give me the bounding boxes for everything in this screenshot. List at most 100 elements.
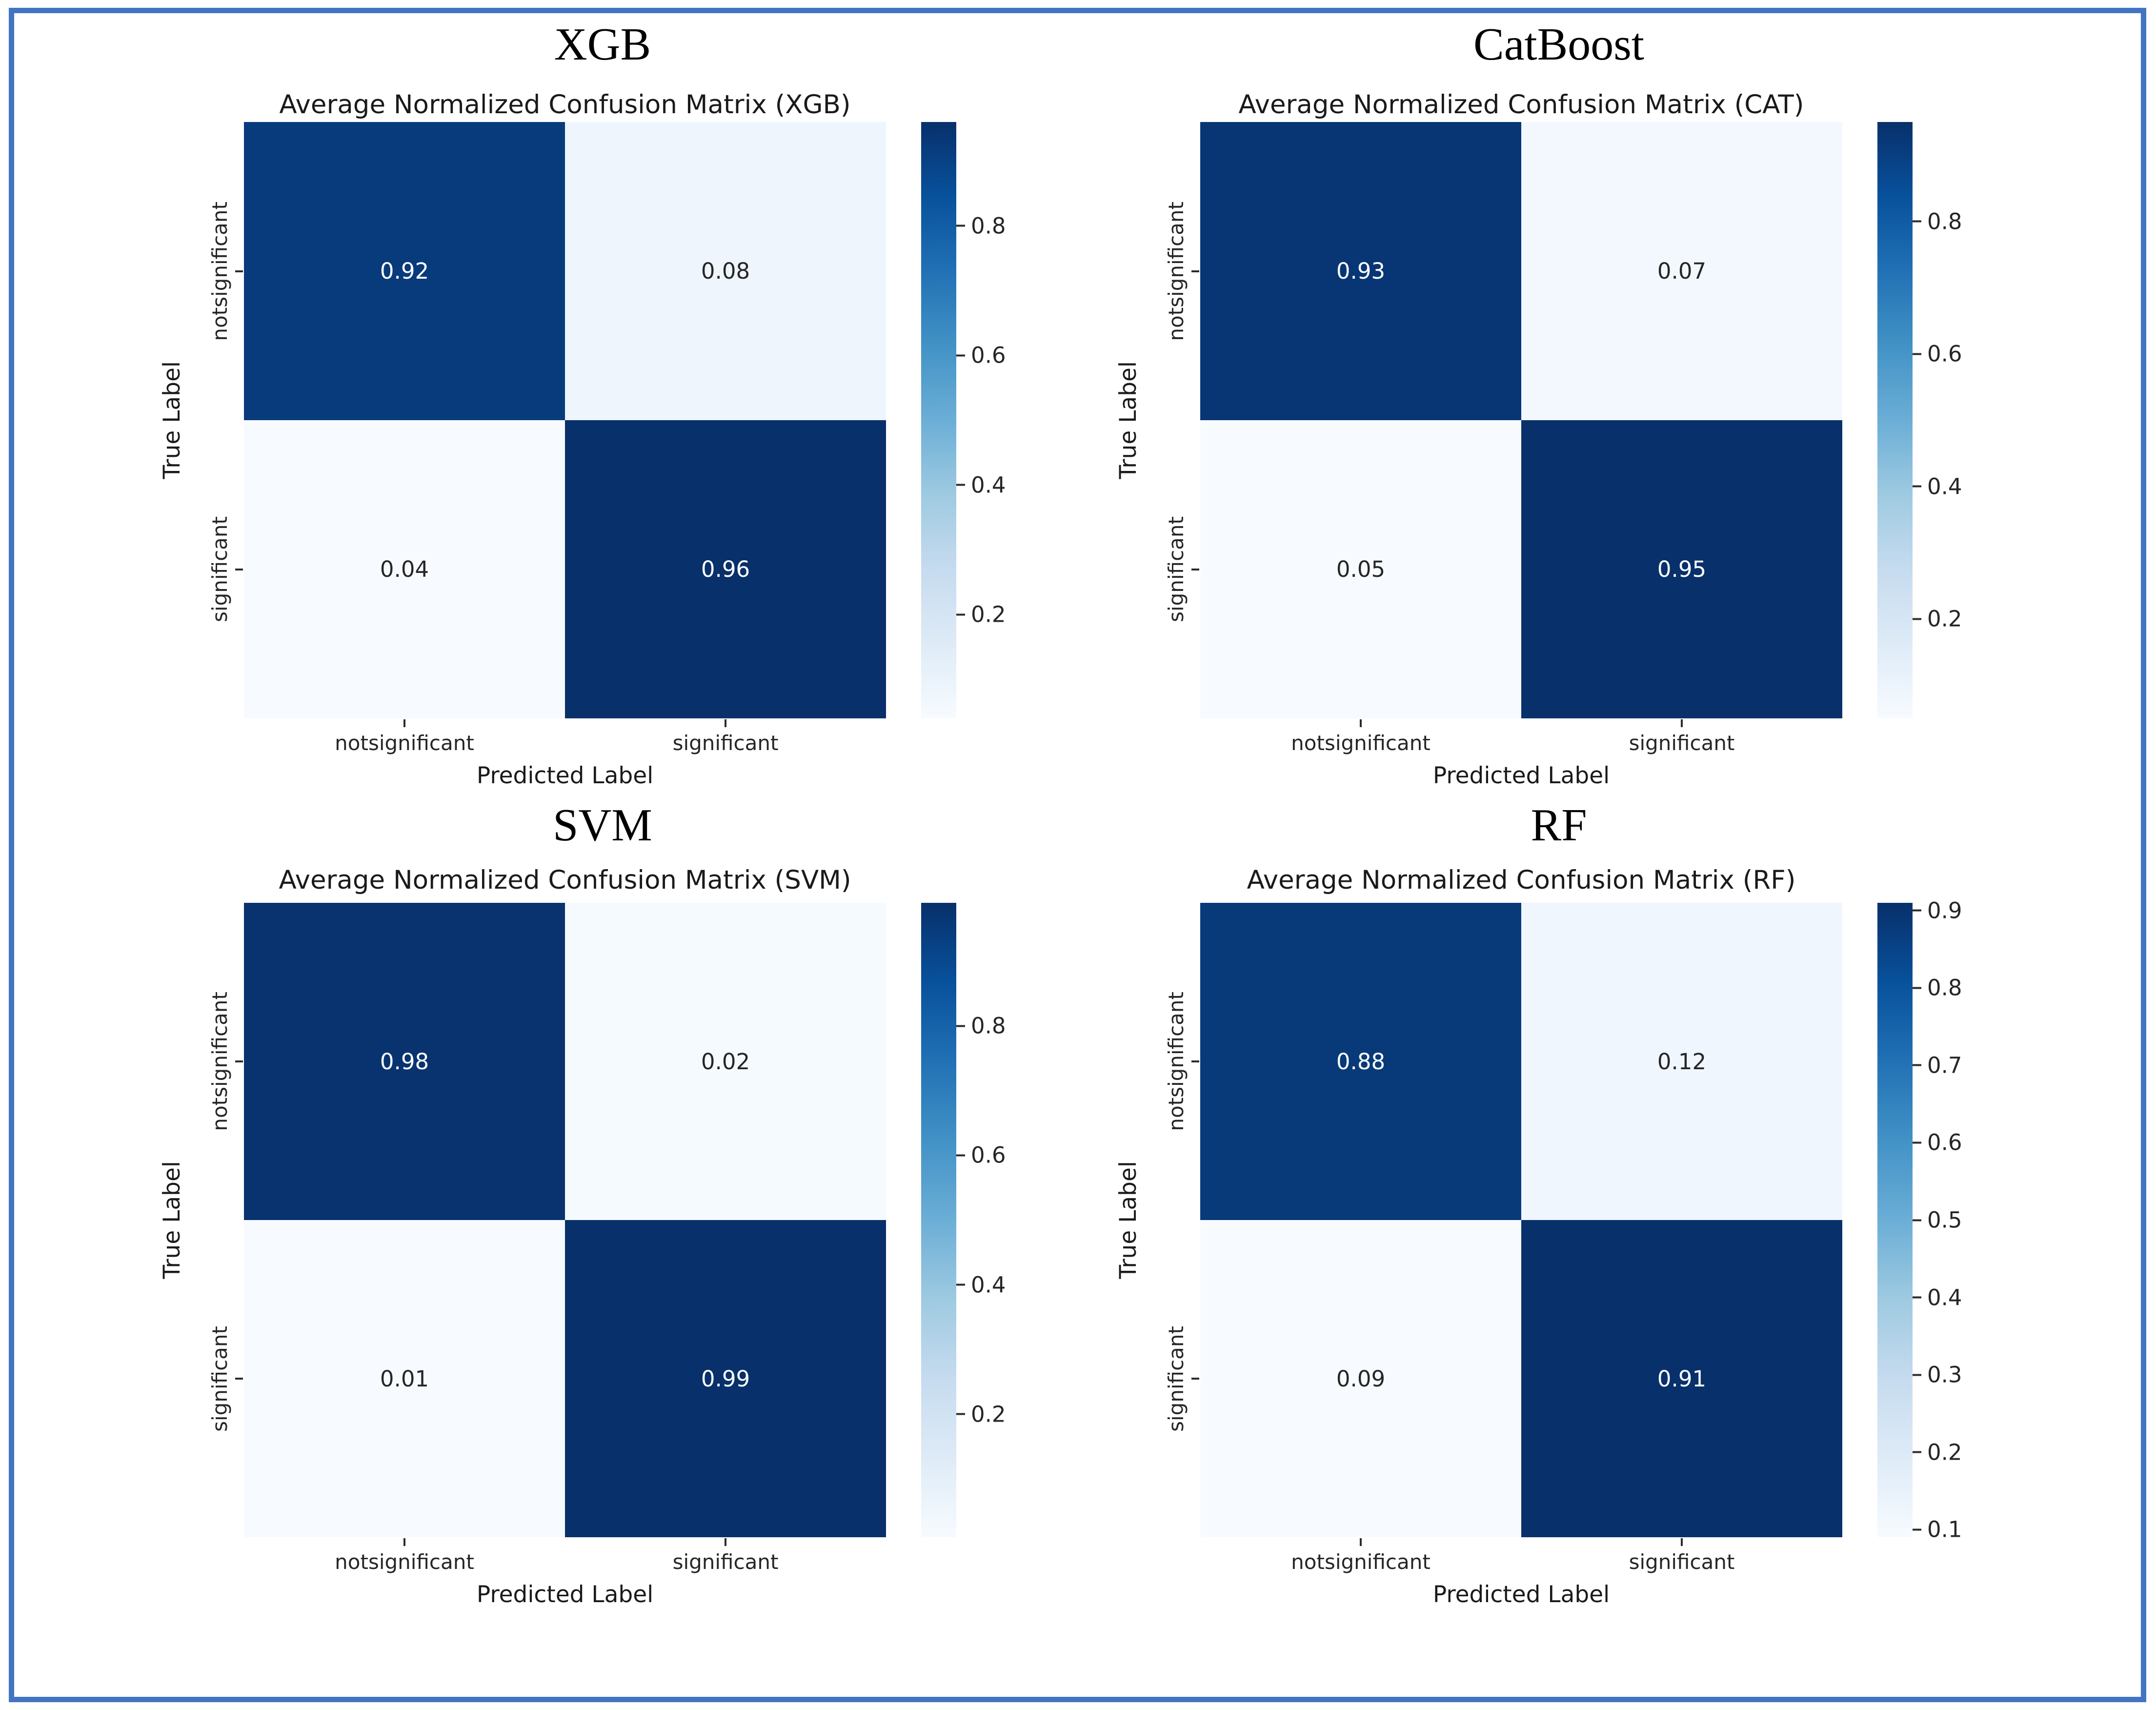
colorbar-tick-mark: [956, 1154, 965, 1157]
colorbar-tick-mark: [956, 484, 965, 486]
cell-value: 0.02: [701, 1048, 750, 1075]
cell-value: 0.92: [380, 258, 429, 284]
colorbar-tick-label: 0.8: [1927, 975, 1962, 1001]
x-axis-label: Predicted Label: [1432, 1581, 1610, 1608]
x-tick-label: significant: [672, 1550, 779, 1574]
colorbar-tick-mark: [1913, 618, 1921, 620]
x-tick-mark: [725, 719, 726, 727]
colorbar-tick-label: 0.3: [1927, 1362, 1962, 1388]
heatmap-cell: 0.93: [1200, 122, 1521, 420]
y-tick-label: notsignificant: [207, 992, 232, 1131]
plot-title: Average Normalized Confusion Matrix (RF): [1247, 865, 1796, 895]
y-tick-label: significant: [207, 1325, 232, 1432]
colorbar-tick-label: 0.8: [971, 213, 1006, 239]
colorbar-tick: 0.9: [1913, 897, 1962, 923]
colorbar-tick-mark: [1913, 1451, 1921, 1453]
heatmap-cell: 0.07: [1521, 122, 1842, 420]
colorbar-tick: 0.7: [1913, 1052, 1962, 1078]
colorbar-tick-mark: [1913, 220, 1921, 223]
x-tick-mark: [1681, 719, 1683, 727]
cell-value: 0.05: [1336, 556, 1386, 582]
y-tick-label: notsignificant: [1164, 201, 1188, 341]
y-tick-label: significant: [1164, 1325, 1188, 1432]
heatmap-cell: 0.98: [244, 903, 565, 1220]
colorbar-tick-label: 0.2: [1927, 1439, 1962, 1466]
cell-value: 0.07: [1657, 258, 1707, 284]
colorbar-tick-label: 0.4: [971, 1272, 1006, 1298]
colorbar-gradient: [1877, 903, 1913, 1537]
heatmap-cell: 0.08: [565, 122, 886, 420]
heatmap-cell: 0.04: [244, 420, 565, 718]
colorbar-tick: 0.2: [956, 1401, 1006, 1427]
colorbar-tick-mark: [1913, 987, 1921, 989]
colorbar-tick-mark: [1913, 353, 1921, 355]
colorbar-tick: 0.8: [1913, 208, 1962, 234]
x-tick-mark: [403, 1538, 405, 1546]
heatmap-cell: 0.09: [1200, 1220, 1521, 1537]
x-tick-mark: [1360, 719, 1362, 727]
colorbar-tick-mark: [956, 224, 965, 227]
colorbar-tick: 0.6: [956, 343, 1006, 368]
y-tick-mark: [1191, 1060, 1199, 1062]
colorbar: 0.8 0.6 0.4 0.2: [1877, 122, 1962, 718]
colorbar-tick-mark: [1913, 909, 1921, 912]
model-title: SVM: [553, 800, 652, 851]
model-title: RF: [1531, 800, 1587, 851]
colorbar-tick-mark: [1913, 1064, 1921, 1066]
y-axis-label: True Label: [1114, 361, 1142, 479]
model-title: CatBoost: [1473, 19, 1644, 70]
colorbar-tick: 0.6: [1913, 341, 1962, 367]
colorbar-tick-label: 0.2: [971, 601, 1006, 628]
colorbar-tick: 0.2: [956, 602, 1006, 628]
heatmap: 0.98 0.02 0.01 0.99 notsignificant signi…: [159, 903, 886, 1608]
colorbar-tick-label: 0.6: [1927, 1129, 1962, 1156]
colorbar-tick: 0.8: [956, 1013, 1006, 1039]
y-tick-mark: [235, 568, 243, 570]
y-tick-mark: [1191, 270, 1199, 272]
y-tick-mark: [235, 1060, 243, 1062]
panel-xgb: XGB Average Normalized Confusion Matrix …: [39, 19, 1064, 820]
heatmap: 0.92 0.08 0.04 0.96 notsignificant signi…: [159, 122, 886, 789]
colorbar-tick: 0.8: [956, 213, 1006, 239]
colorbar-tick-label: 0.8: [1927, 208, 1962, 235]
colorbar-tick-mark: [1913, 1141, 1921, 1144]
x-tick-label: significant: [1629, 1550, 1735, 1574]
colorbar-tick: 0.6: [956, 1142, 1006, 1168]
colorbar-tick: 0.4: [956, 1272, 1006, 1298]
colorbar-tick: 0.8: [1913, 975, 1962, 1001]
y-axis-label: True Label: [1114, 1161, 1142, 1279]
colorbar-tick-mark: [956, 1025, 965, 1027]
heatmap-cell: 0.01: [244, 1220, 565, 1537]
colorbar-tick: 0.4: [1913, 1284, 1962, 1310]
colorbar-tick-label: 0.1: [1927, 1516, 1962, 1543]
x-tick-label: significant: [1629, 731, 1735, 755]
heatmap: 0.88 0.12 0.09 0.91 notsignificant signi…: [1115, 903, 1842, 1608]
cell-value: 0.96: [701, 556, 750, 582]
cell-value: 0.95: [1657, 556, 1707, 582]
cell-value: 0.09: [1336, 1365, 1386, 1392]
colorbar-tick-mark: [1913, 485, 1921, 488]
colorbar-tick: 0.4: [1913, 473, 1962, 499]
y-tick-mark: [1191, 568, 1199, 570]
y-tick-label: notsignificant: [1164, 992, 1188, 1131]
plot-title: Average Normalized Confusion Matrix (CAT…: [1238, 90, 1804, 120]
colorbar-tick-label: 0.8: [971, 1013, 1006, 1039]
colorbar-tick: 0.5: [1913, 1207, 1962, 1233]
cell-value: 0.04: [380, 556, 429, 582]
colorbar-tick-label: 0.2: [1927, 606, 1962, 632]
heatmap: 0.93 0.07 0.05 0.95 notsignificant signi…: [1115, 122, 1842, 789]
colorbar-gradient: [921, 903, 956, 1537]
heatmap-cell: 0.92: [244, 122, 565, 420]
x-tick-label: notsignificant: [335, 1550, 474, 1574]
colorbar-tick-mark: [1913, 1219, 1921, 1221]
colorbar-tick: 0.3: [1913, 1362, 1962, 1388]
colorbar-tick-label: 0.5: [1927, 1207, 1962, 1233]
cell-value: 0.08: [701, 258, 750, 284]
colorbar-tick: 0.4: [956, 472, 1006, 498]
y-axis-label: True Label: [158, 1161, 185, 1279]
cell-value: 0.01: [380, 1365, 429, 1392]
colorbar-tick-label: 0.6: [971, 342, 1006, 368]
x-tick-mark: [1360, 1538, 1362, 1546]
colorbar-gradient: [921, 122, 956, 718]
heatmap-cell: 0.05: [1200, 420, 1521, 718]
